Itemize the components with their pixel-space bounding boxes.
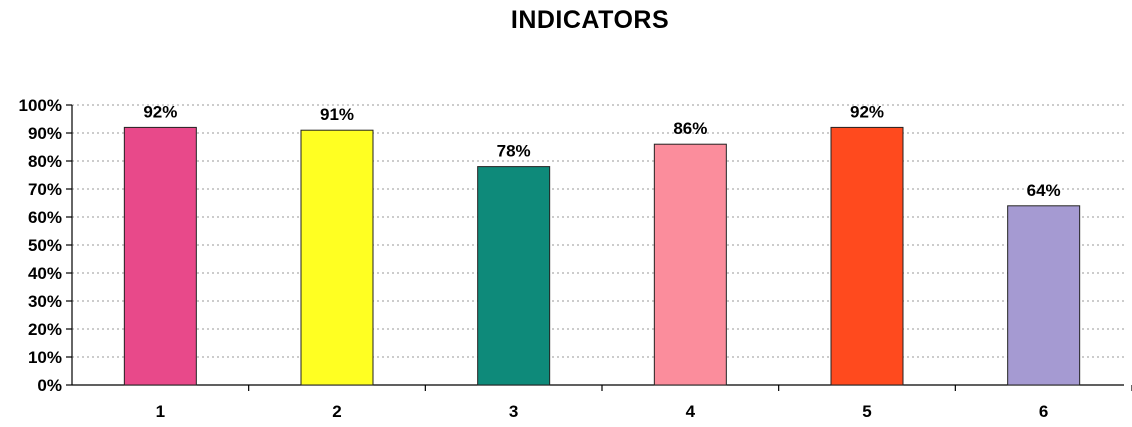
data-label: 92% xyxy=(143,102,177,121)
y-tick-label: 80% xyxy=(28,152,62,171)
chart-title: INDICATORS xyxy=(510,6,670,34)
data-label: 78% xyxy=(497,142,531,161)
x-tick-label: 1 xyxy=(156,402,165,421)
bar-2 xyxy=(300,129,374,386)
x-tick-label: 6 xyxy=(1039,402,1048,421)
y-tick-label: 30% xyxy=(28,292,62,311)
x-tick-label: 2 xyxy=(332,402,341,421)
x-tick-label: 5 xyxy=(862,402,871,421)
bar-3 xyxy=(477,166,551,386)
bar-1 xyxy=(123,126,197,386)
y-tick-label: 10% xyxy=(28,348,62,367)
y-tick-label: 40% xyxy=(28,264,62,283)
y-tick-label: 90% xyxy=(28,124,62,143)
data-label: 91% xyxy=(320,105,354,124)
y-tick-label: 100% xyxy=(19,96,62,115)
y-tick-label: 20% xyxy=(28,320,62,339)
data-label: 64% xyxy=(1027,181,1061,200)
y-tick-label: 0% xyxy=(37,376,62,395)
bar-6 xyxy=(1007,205,1081,386)
x-tick-label: 4 xyxy=(686,402,696,421)
bar-5 xyxy=(830,126,904,386)
data-label: 92% xyxy=(850,102,884,121)
x-tick-label: 3 xyxy=(509,402,518,421)
y-tick-label: 60% xyxy=(28,208,62,227)
y-tick-label: 70% xyxy=(28,180,62,199)
y-tick-label: 50% xyxy=(28,236,62,255)
data-label: 86% xyxy=(673,119,707,138)
bar-4 xyxy=(653,143,727,386)
